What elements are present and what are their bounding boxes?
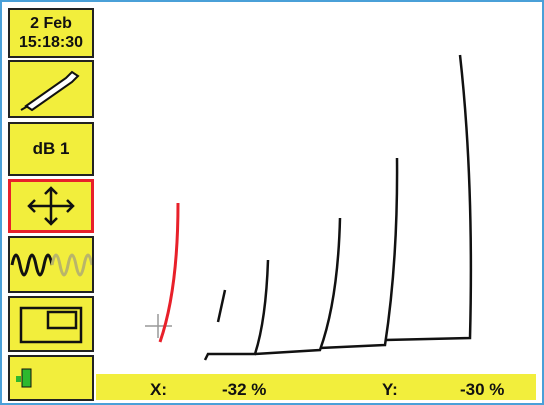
window-icon	[19, 306, 83, 344]
move-button[interactable]	[8, 179, 94, 233]
waveform-button[interactable]	[8, 236, 94, 293]
move-icon	[27, 186, 75, 226]
stored-traces	[203, 54, 473, 361]
trace	[254, 217, 342, 356]
trace	[319, 157, 399, 350]
window-button[interactable]	[8, 296, 94, 352]
probe-icon	[20, 70, 80, 112]
gain-button[interactable]: dB 1	[8, 122, 94, 176]
wave-icon	[10, 253, 92, 276]
y-label: Y:	[382, 380, 398, 399]
trace	[384, 54, 473, 342]
battery-icon	[16, 368, 32, 388]
gain: dB 1	[32, 139, 70, 158]
date: 2 Feb	[30, 15, 72, 32]
trace	[216, 289, 227, 323]
battery-panel	[8, 355, 94, 401]
probe-button[interactable]	[8, 60, 94, 118]
time: 15:18:30	[18, 34, 84, 51]
status-bar	[96, 374, 536, 400]
x-label: X:	[150, 380, 167, 399]
x-value: -32 %	[222, 380, 267, 399]
live-trace	[158, 202, 180, 343]
y-value: -30 %	[460, 380, 505, 399]
clock-panel: 2 Feb 15:18:30	[8, 8, 94, 58]
